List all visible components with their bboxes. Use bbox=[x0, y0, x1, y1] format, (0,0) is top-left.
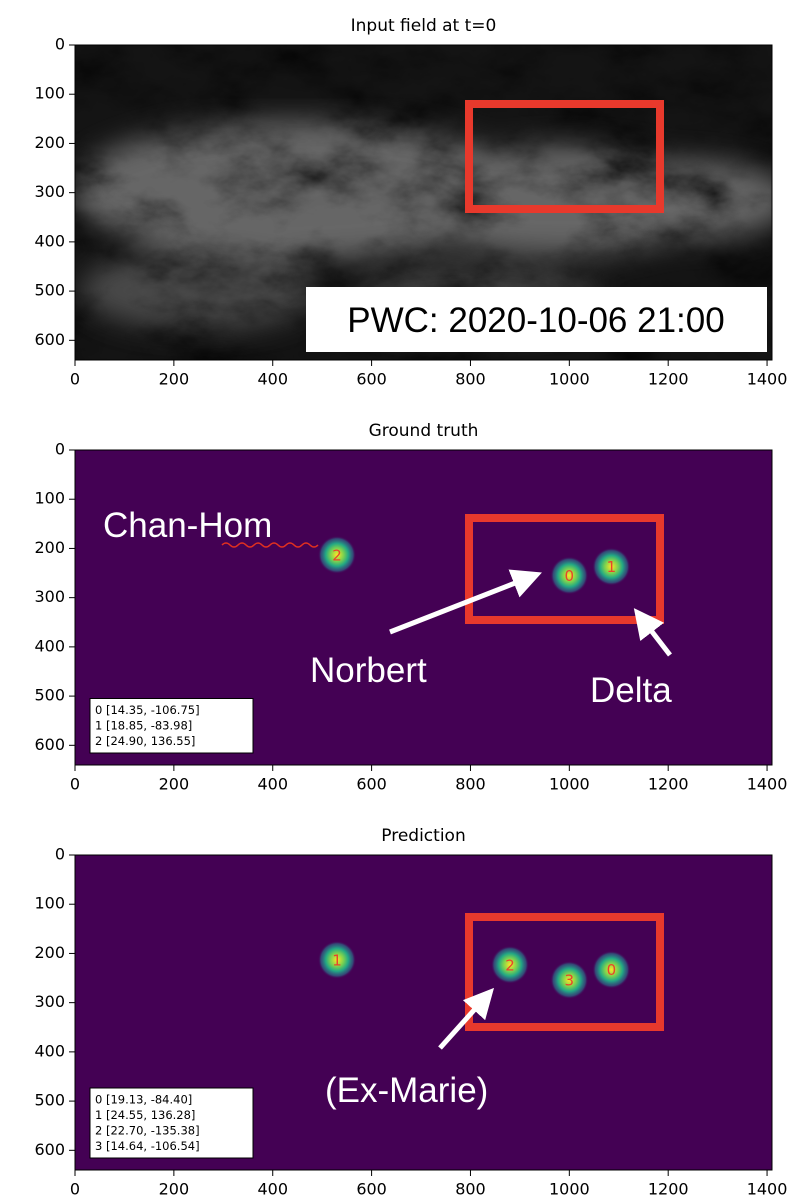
x-tick-label: 1000 bbox=[549, 370, 590, 389]
y-tick-label: 100 bbox=[34, 489, 65, 508]
storm-id: 3 bbox=[565, 972, 575, 990]
x-tick-label: 0 bbox=[70, 775, 80, 794]
y-tick-label: 200 bbox=[34, 133, 65, 152]
x-tick-label: 1000 bbox=[549, 1180, 590, 1199]
x-tick-label: 1200 bbox=[648, 1180, 689, 1199]
legend-entry: 0 [14.35, -106.75] bbox=[95, 703, 200, 717]
y-tick-label: 0 bbox=[55, 845, 65, 864]
x-tick-label: 1200 bbox=[648, 370, 689, 389]
storm-label: Chan-Hom bbox=[103, 506, 272, 545]
x-tick-label: 1400 bbox=[747, 1180, 788, 1199]
timestamp: PWC: 2020-10-06 21:00 bbox=[347, 301, 724, 340]
storm-id: 1 bbox=[332, 951, 342, 969]
storm-label: (Ex-Marie) bbox=[325, 1071, 488, 1110]
y-tick-label: 500 bbox=[34, 686, 65, 705]
y-tick-label: 100 bbox=[34, 894, 65, 913]
storm-id: 2 bbox=[332, 546, 342, 564]
y-tick-label: 600 bbox=[34, 1140, 65, 1159]
y-tick-label: 400 bbox=[34, 1041, 65, 1060]
x-tick-label: 1200 bbox=[648, 775, 689, 794]
x-tick-label: 600 bbox=[356, 775, 387, 794]
x-tick-label: 600 bbox=[356, 370, 387, 389]
panel-title: Prediction bbox=[381, 826, 465, 846]
storm-id: 1 bbox=[607, 558, 617, 576]
legend-entry: 1 [18.85, -83.98] bbox=[95, 718, 192, 732]
y-tick-label: 100 bbox=[34, 84, 65, 103]
x-tick-label: 0 bbox=[70, 370, 80, 389]
storm-id: 2 bbox=[505, 956, 515, 974]
y-tick-label: 500 bbox=[34, 1091, 65, 1110]
storm-label: Delta bbox=[590, 671, 672, 710]
y-tick-label: 0 bbox=[55, 440, 65, 459]
y-tick-label: 300 bbox=[34, 587, 65, 606]
y-tick-label: 200 bbox=[34, 538, 65, 557]
y-tick-label: 600 bbox=[34, 735, 65, 754]
y-tick-label: 300 bbox=[34, 182, 65, 201]
y-tick-label: 400 bbox=[34, 636, 65, 655]
storm-label: Norbert bbox=[310, 651, 427, 690]
legend-entry: 3 [14.64, -106.54] bbox=[95, 1139, 200, 1153]
y-tick-label: 500 bbox=[34, 281, 65, 300]
y-tick-label: 200 bbox=[34, 943, 65, 962]
page: PWC: 2020-10-06 21:00 0 1 2 0 1 2 3 Chan-Hom N… bbox=[0, 0, 792, 1201]
legend-entry: 2 [24.90, 136.55] bbox=[95, 734, 195, 748]
x-tick-label: 600 bbox=[356, 1180, 387, 1199]
x-tick-label: 800 bbox=[455, 1180, 486, 1199]
y-tick-label: 600 bbox=[34, 330, 65, 349]
legend-entry: 2 [22.70, -135.38] bbox=[95, 1123, 200, 1137]
x-tick-label: 1400 bbox=[747, 370, 788, 389]
x-tick-label: 1000 bbox=[549, 775, 590, 794]
x-tick-label: 0 bbox=[70, 1180, 80, 1199]
x-tick-label: 400 bbox=[257, 370, 288, 389]
panel-title: Ground truth bbox=[369, 421, 479, 441]
x-tick-label: 200 bbox=[159, 1180, 190, 1199]
x-tick-label: 800 bbox=[455, 370, 486, 389]
y-tick-label: 300 bbox=[34, 992, 65, 1011]
legend-entry: 1 [24.55, 136.28] bbox=[95, 1108, 195, 1122]
x-tick-label: 200 bbox=[159, 370, 190, 389]
legend-entry: 0 [19.13, -84.40] bbox=[95, 1092, 192, 1106]
panel-title: Input field at t=0 bbox=[351, 16, 497, 36]
y-tick-label: 0 bbox=[55, 35, 65, 54]
x-tick-label: 800 bbox=[455, 775, 486, 794]
x-tick-label: 1400 bbox=[747, 775, 788, 794]
storm-id: 0 bbox=[607, 961, 617, 979]
x-tick-label: 400 bbox=[257, 1180, 288, 1199]
storm-id: 0 bbox=[565, 567, 575, 585]
figure: PWC: 2020-10-06 21:00 0 1 2 0 1 2 3 Chan-Hom N… bbox=[0, 0, 792, 1201]
y-tick-label: 400 bbox=[34, 231, 65, 250]
x-tick-label: 400 bbox=[257, 775, 288, 794]
x-tick-label: 200 bbox=[159, 775, 190, 794]
